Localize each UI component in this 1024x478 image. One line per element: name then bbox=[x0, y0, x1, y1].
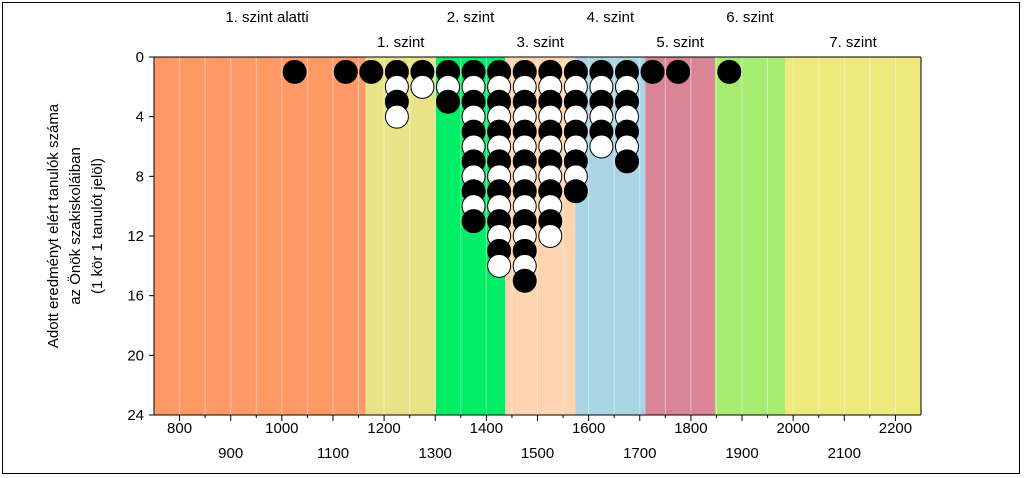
y-tick-label: 4 bbox=[136, 109, 144, 126]
x-tick-label: 2100 bbox=[828, 445, 861, 462]
y-tick-label: 8 bbox=[136, 168, 144, 185]
student-dot bbox=[410, 74, 435, 99]
student-dot bbox=[538, 224, 563, 248]
x-tick-label: 2000 bbox=[776, 420, 809, 437]
level-band-6 bbox=[645, 57, 715, 415]
student-dot bbox=[384, 104, 409, 129]
y-axis-title: az Önök szakiskoláiban bbox=[66, 147, 84, 305]
y-tick-label: 24 bbox=[127, 407, 144, 424]
level-label: 6. szint bbox=[726, 9, 774, 26]
student-dot bbox=[640, 59, 665, 84]
y-tick-label: 20 bbox=[127, 347, 144, 364]
level-label: 3. szint bbox=[517, 34, 565, 51]
x-tick-label: 1800 bbox=[674, 420, 707, 437]
y-tick-label: 12 bbox=[127, 228, 144, 245]
x-tick-label: 900 bbox=[218, 445, 243, 462]
x-tick-label: 1900 bbox=[725, 445, 758, 462]
student-dot bbox=[589, 134, 614, 159]
x-tick-label: 1300 bbox=[419, 445, 452, 462]
level-label: 5. szint bbox=[656, 34, 704, 51]
y-axis-title: (1 kör 1 tanulót jelöl) bbox=[89, 158, 106, 294]
x-tick-label: 1000 bbox=[265, 420, 298, 437]
student-dot bbox=[487, 253, 512, 278]
level-label: 2. szint bbox=[447, 9, 495, 26]
student-dot bbox=[333, 59, 358, 84]
level-label: 4. szint bbox=[587, 9, 635, 26]
student-dot bbox=[563, 179, 588, 204]
level-band-8 bbox=[784, 57, 921, 415]
student-dot bbox=[461, 209, 486, 234]
level-label: 7. szint bbox=[829, 34, 877, 51]
x-tick-label: 1700 bbox=[623, 445, 656, 462]
y-tick-label: 0 bbox=[136, 49, 144, 66]
student-dot bbox=[666, 59, 691, 84]
x-tick-label: 1600 bbox=[572, 420, 605, 437]
student-dot bbox=[282, 59, 307, 84]
x-tick-label: 2200 bbox=[879, 420, 912, 437]
x-tick-label: 1200 bbox=[367, 420, 400, 437]
student-dot bbox=[512, 268, 537, 293]
level-band-7 bbox=[714, 57, 785, 415]
level-label: 1. szint bbox=[377, 34, 425, 51]
student-dot bbox=[717, 59, 742, 84]
x-tick-label: 1400 bbox=[470, 420, 503, 437]
student-dot bbox=[436, 89, 461, 114]
x-tick-label: 1500 bbox=[521, 445, 554, 462]
y-tick-label: 16 bbox=[127, 288, 144, 305]
x-tick-label: 1100 bbox=[317, 445, 349, 462]
level-label: 1. szint alatti bbox=[225, 9, 308, 26]
x-tick-label: 800 bbox=[167, 420, 192, 437]
student-dot bbox=[359, 59, 384, 84]
level-band-1 bbox=[154, 57, 366, 415]
student-dot bbox=[614, 149, 639, 174]
y-axis-title: Adott eredményt elért tanulók száma bbox=[45, 103, 62, 348]
